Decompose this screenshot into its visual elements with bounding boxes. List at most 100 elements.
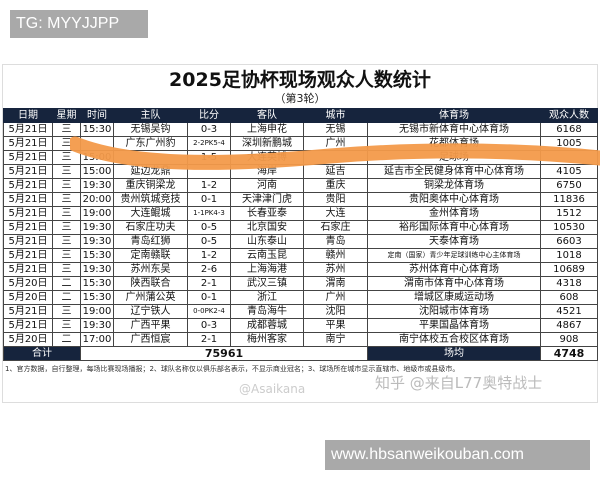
city-cell: 渭南 xyxy=(303,276,368,291)
overlay-tag: TG: MYYJJPP xyxy=(10,10,148,38)
attendance-cell: 10530 xyxy=(540,220,598,235)
table-row: 5月20日二 17:00 广西恒宸 2-1 梅州客家 南宁 南宁体校五合校区体育场 908 xyxy=(3,332,598,347)
city-cell xyxy=(303,150,368,165)
attendance-cell: 6603 xyxy=(540,234,598,249)
stadium-cell: 渭南市体育中心体育场 xyxy=(367,276,541,291)
column-header: 观众人数 xyxy=(540,108,598,123)
weekday-cell: 二 xyxy=(52,276,81,291)
date-cell: 5月21日 xyxy=(3,318,53,333)
page-subtitle: （第3轮） xyxy=(274,92,326,105)
date-cell: 5月21日 xyxy=(3,206,53,221)
stadium-cell: 苏州体育中心体育场 xyxy=(367,262,541,277)
city-cell: 青岛 xyxy=(303,234,368,249)
home-team-cell: 延边龙鼎 xyxy=(113,164,188,179)
home-team-cell: 陕西联合 xyxy=(113,276,188,291)
score-cell: 0-1 xyxy=(187,192,231,207)
away-team-cell: 天津津门虎 xyxy=(230,192,304,207)
time-cell: 15:30 xyxy=(80,248,114,263)
away-team-cell: 青岛海牛 xyxy=(230,304,304,319)
weibo-watermark: @Asaikana xyxy=(239,382,306,396)
city-cell: 沈阳 xyxy=(303,304,368,319)
time-cell: 19:00 xyxy=(80,206,114,221)
attendance-cell: 908 xyxy=(540,332,598,347)
time-cell: 19:30 xyxy=(80,318,114,333)
weekday-cell: 三 xyxy=(52,122,81,137)
home-team-cell: 广东广州豹 xyxy=(113,136,188,151)
date-cell: 5月21日 xyxy=(3,220,53,235)
table-row: 5月21日三 15:30 定南赣联 1-2 云南玉昆 赣州 定南（国家）青少年足球训练中心主… xyxy=(3,248,598,263)
attendance-cell: 10689 xyxy=(540,262,598,277)
date-cell: 5月21日 xyxy=(3,192,53,207)
table-row: 5月21日三 19:30 石家庄功夫 0-5 北京国安 石家庄 裕彤国际体育中心体育场 105… xyxy=(3,220,598,235)
zhihu-watermark: 知乎 @来自L77奥特战士 xyxy=(375,374,543,392)
time-cell xyxy=(80,136,114,151)
weekday-cell: 三 xyxy=(52,206,81,221)
score-cell xyxy=(187,164,231,179)
score-cell: 1-2 xyxy=(187,178,231,193)
time-cell: 15:30 xyxy=(80,276,114,291)
site-watermark: www.hbsanweikouban.com xyxy=(325,440,590,470)
city-cell: 平果 xyxy=(303,318,368,333)
away-team-cell: 山东泰山 xyxy=(230,234,304,249)
weekday-cell: 三 xyxy=(52,136,81,151)
score-cell: 0-5 xyxy=(187,234,231,249)
away-team-cell: 上海海港 xyxy=(230,262,304,277)
total-value: 75961 xyxy=(80,346,368,361)
stadium-cell: 南宁体校五合校区体育场 xyxy=(367,332,541,347)
stadium-cell: 延吉市全民健身体育中心体育场 xyxy=(367,164,541,179)
city-cell: 南宁 xyxy=(303,332,368,347)
table-row: 5月21日三 19:30 重庆铜梁龙 1-2 河南 重庆 铜梁龙体育场 6750 xyxy=(3,178,598,193)
away-team-cell: 云南玉昆 xyxy=(230,248,304,263)
city-cell: 贵阳 xyxy=(303,192,368,207)
date-cell: 5月21日 xyxy=(3,178,53,193)
away-team-cell: 成都蓉城 xyxy=(230,318,304,333)
time-cell: 20:00 xyxy=(80,192,114,207)
away-team-cell: 河南 xyxy=(230,178,304,193)
time-cell: 19:30 xyxy=(80,178,114,193)
time-cell: 19:30 xyxy=(80,234,114,249)
weekday-cell: 三 xyxy=(52,150,81,165)
score-cell: 0-1 xyxy=(187,290,231,305)
footnote: 1、官方数据，自行整理，每场比赛现场播报；2、球队名称仅以俱乐部名表示，不显示商… xyxy=(5,365,460,373)
city-cell: 苏州 xyxy=(303,262,368,277)
weekday-cell: 三 xyxy=(52,178,81,193)
score-cell: 1-5 xyxy=(187,150,231,165)
time-cell: 15:30 xyxy=(80,290,114,305)
weekday-cell: 二 xyxy=(52,290,81,305)
weekday-cell: 三 xyxy=(52,234,81,249)
attendance-cell: 4521 xyxy=(540,304,598,319)
table-row: 5月21日三 15:30 无锡吴钩 0-3 上海申花 无锡 无锡市新体育中心体育场 6168 xyxy=(3,122,598,137)
home-team-cell: 苏州东吴 xyxy=(113,262,188,277)
table-row: 5月21日三 19:30 青岛红狮 0-5 山东泰山 青岛 天泰体育场 6603 xyxy=(3,234,598,249)
stadium-cell: 贵阳奥体中心体育场 xyxy=(367,192,541,207)
attendance-cell: 1018 xyxy=(540,248,598,263)
stadium-cell: 无锡市新体育中心体育场 xyxy=(367,122,541,137)
table-row: 5月20日二 15:30 广州蒲公英 0-1 浙江 广州 增城区康威运动场 608 xyxy=(3,290,598,305)
city-cell: 大连 xyxy=(303,206,368,221)
attendance-cell: 4318 xyxy=(540,276,598,291)
city-cell: 广州 xyxy=(303,290,368,305)
column-header: 时间 xyxy=(80,108,114,123)
stadium-cell: 足球场 xyxy=(367,150,541,165)
attendance-cell: 6168 xyxy=(540,122,598,137)
date-cell: 5月20日 xyxy=(3,290,53,305)
city-cell: 赣州 xyxy=(303,248,368,263)
date-cell: 5月21日 xyxy=(3,262,53,277)
column-header: 主队 xyxy=(113,108,188,123)
column-header: 城市 xyxy=(303,108,368,123)
home-team-cell: 辽宁铁人 xyxy=(113,304,188,319)
table-row: 5月21日三 15:00 延边龙鼎 海岸 延吉 延吉市全民健身体育中心体育场 4105 xyxy=(3,164,598,179)
city-cell: 重庆 xyxy=(303,178,368,193)
away-team-cell: 大连英博 xyxy=(230,150,304,165)
table-row: 5月20日二 15:30 陕西联合 2-1 武汉三镇 渭南 渭南市体育中心体育场 4318 xyxy=(3,276,598,291)
total-label: 合计 xyxy=(3,346,81,361)
score-cell: 0-0PK2-4 xyxy=(187,304,231,319)
attendance-cell: 4105 xyxy=(540,164,598,179)
home-team-cell: 定南赣联 xyxy=(113,248,188,263)
attendance-cell: 4867 xyxy=(540,318,598,333)
score-cell: 0-3 xyxy=(187,318,231,333)
away-team-cell: 长春亚泰 xyxy=(230,206,304,221)
table-row: 5月21日三 19:00 辽宁铁人 0-0PK2-4 青岛海牛 沈阳 沈阳城市体育场 4521 xyxy=(3,304,598,319)
stadium-cell: 增城区康威运动场 xyxy=(367,290,541,305)
city-cell: 广州 xyxy=(303,136,368,151)
